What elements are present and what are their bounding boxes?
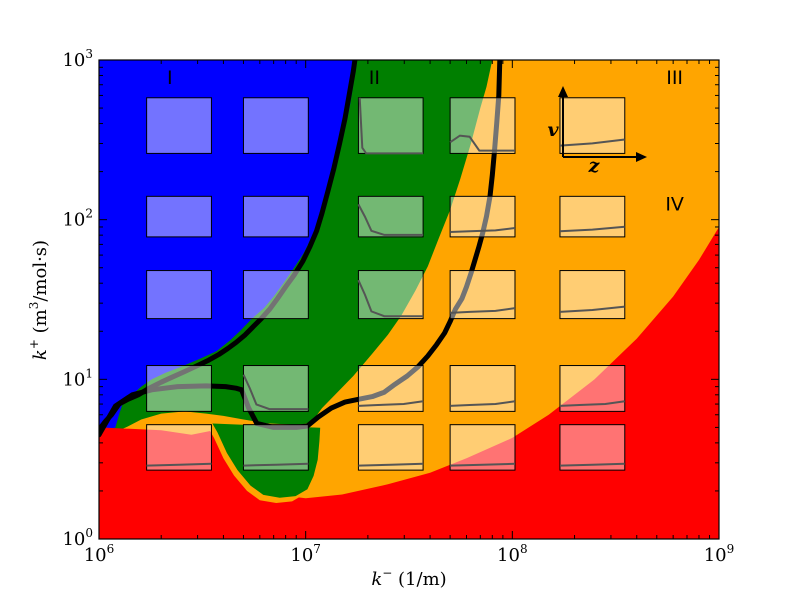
inset-panel: [242, 365, 309, 412]
inset-box: [146, 195, 212, 238]
inset-panel: [559, 365, 626, 412]
y-axis-unit-sup: 3: [27, 302, 41, 310]
x-axis-label: k− (1/m): [371, 566, 446, 590]
inset-box: [146, 97, 212, 154]
insets-layer: [146, 97, 626, 471]
inset-curve: [357, 279, 424, 318]
inset-curve: [449, 134, 515, 152]
inset-curve: [243, 462, 309, 467]
inset-panel: [146, 424, 212, 471]
y-axis-symbol: k: [30, 349, 51, 360]
inset-panel: [242, 195, 309, 238]
inset-z-arrowhead: [636, 152, 647, 162]
inset-panel: [559, 270, 626, 320]
y-tick-label: 102: [62, 207, 93, 231]
inset-box: [559, 424, 626, 471]
inset-box: [357, 195, 424, 238]
inset-panel: [559, 195, 626, 238]
y-axis-label: k+ (m3/mol·s): [27, 240, 51, 360]
region-label-IV: IV: [665, 194, 684, 216]
inset-z-label: z: [588, 155, 601, 177]
x-tick-label: 107: [290, 542, 321, 566]
inset-box: [357, 97, 424, 154]
axis-ticks: 106 107 108 109 100 101 102 103: [62, 47, 734, 566]
inset-panel: [559, 424, 626, 471]
inset-panel: [357, 424, 424, 471]
region-IV: [99, 227, 719, 539]
inset-curve: [450, 227, 516, 233]
inset-panel: [449, 195, 516, 238]
inset-panel: [357, 97, 424, 155]
inset-curve: [450, 400, 516, 407]
inset-box: [242, 424, 309, 471]
x-axis-unit: (1/m): [392, 569, 446, 590]
inset-panel: [242, 424, 309, 471]
inset-panel: [146, 195, 212, 238]
inset-box: [242, 97, 309, 154]
inset-curve: [559, 305, 625, 313]
inset-panel: [146, 365, 212, 412]
y-tick-label: 100: [62, 526, 93, 550]
inset-box: [146, 424, 212, 471]
y-tick-label: 103: [62, 47, 93, 71]
inset-v-label: v: [547, 119, 559, 141]
inset-panel: [357, 365, 424, 412]
x-tick-label: 109: [704, 542, 735, 566]
inset-curve: [358, 400, 424, 407]
inset-panel: [559, 97, 626, 154]
inset-axes-arrows: vz: [547, 86, 647, 177]
inset-panel: [242, 270, 309, 320]
boundary-lines-layer: [99, 60, 503, 438]
inset-curve: [358, 97, 424, 155]
inset-box: [242, 195, 309, 238]
boundary-low-line: [99, 383, 245, 438]
inset-curve: [450, 462, 516, 467]
inset-curve: [559, 225, 625, 233]
inset-curve: [559, 138, 625, 147]
inset-box: [146, 270, 212, 320]
inset-panel: [146, 97, 212, 154]
inset-panel: [357, 195, 424, 238]
region-label-I: I: [167, 67, 173, 89]
x-axis-sup: −: [382, 566, 392, 580]
inset-panel: [449, 97, 516, 154]
inset-panel: [449, 270, 516, 320]
y-axis-sup: +: [27, 339, 41, 349]
x-axis-symbol: k: [371, 569, 382, 590]
inset-v-arrowhead: [558, 86, 568, 97]
inset-curve: [242, 374, 309, 411]
y-tick-label: 101: [62, 366, 93, 390]
inset-panel: [242, 97, 309, 154]
inset-curve: [450, 307, 516, 314]
x-tick-label: 108: [497, 542, 528, 566]
inset-box: [357, 270, 424, 320]
inset-box: [449, 97, 516, 154]
inset-curve: [559, 400, 625, 407]
inset-box: [449, 424, 516, 471]
plot-frame: [98, 59, 720, 540]
inset-box: [357, 424, 424, 471]
inset-curve: [358, 462, 424, 467]
inset-panel: [449, 365, 516, 412]
inset-curve: [146, 462, 212, 467]
inset-curve: [357, 203, 424, 236]
inset-box: [242, 270, 309, 320]
inset-panel: [357, 270, 424, 320]
inset-box: [242, 365, 309, 412]
boundary-right-line: [239, 60, 503, 430]
region-II-bump: [212, 423, 321, 498]
inset-panel: [449, 424, 516, 471]
inset-box: [146, 365, 212, 412]
x-tick-label: 106: [84, 542, 115, 566]
region-label-II: II: [369, 67, 380, 89]
y-axis-unit-post: /mol·s): [30, 240, 51, 302]
inset-curve: [559, 462, 625, 467]
region-label-III: III: [666, 67, 683, 89]
inset-panel: [146, 270, 212, 320]
y-axis-unit-pre: (m: [30, 309, 51, 339]
